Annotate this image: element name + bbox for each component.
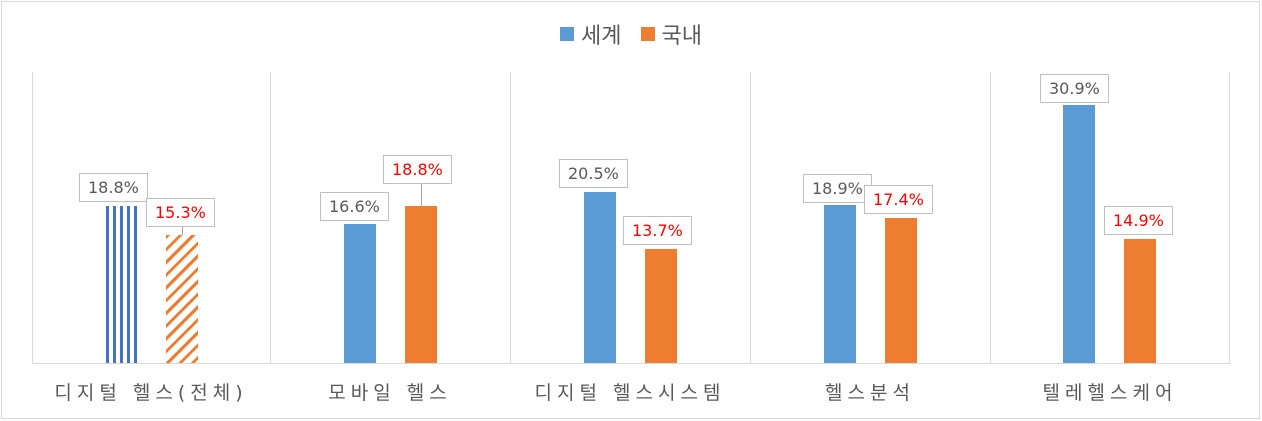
data-label-domestic: 13.7%	[623, 216, 692, 245]
data-label-world: 30.9%	[1040, 74, 1109, 103]
category-divider	[990, 72, 991, 363]
data-label-world: 18.8%	[79, 173, 148, 202]
data-label-domestic: 14.9%	[1104, 206, 1173, 235]
bar-world-digital-health-total[interactable]	[106, 206, 138, 363]
category-divider	[510, 72, 511, 363]
legend-label-world: 세계	[581, 24, 622, 49]
leader-line	[182, 222, 183, 235]
x-axis-label: 헬스분석	[825, 382, 915, 404]
plot-left-edge	[32, 72, 33, 363]
legend-item-domestic[interactable]: 국내	[640, 18, 702, 50]
bar-domestic-digital-health-system[interactable]	[645, 249, 677, 363]
data-label-domestic: 15.3%	[146, 198, 215, 227]
data-label-domestic: 17.4%	[864, 185, 933, 214]
legend-label-domestic: 국내	[661, 24, 702, 49]
data-label-world: 20.5%	[559, 159, 628, 188]
bar-world-health-analytics[interactable]	[824, 205, 856, 363]
legend-swatch-domestic	[640, 27, 655, 41]
bar-world-digital-health-system[interactable]	[584, 192, 616, 363]
bar-domestic-digital-health-total[interactable]	[166, 235, 198, 363]
x-axis-label: 디지털 헬스(전체)	[54, 382, 248, 404]
x-axis-label: 모바일 헬스	[328, 382, 452, 404]
legend-item-world[interactable]: 세계	[560, 18, 622, 50]
plot-area	[32, 72, 1230, 364]
category-divider	[270, 72, 271, 363]
data-label-domestic: 18.8%	[383, 155, 452, 184]
bar-world-mobile-health[interactable]	[344, 224, 376, 363]
data-label-world: 18.9%	[803, 174, 872, 203]
chart-legend: 세계 국내	[0, 18, 1262, 50]
leader-line	[421, 182, 422, 207]
x-axis-label: 디지털 헬스시스템	[534, 382, 726, 404]
plot-right-edge	[1229, 72, 1230, 363]
legend-swatch-world	[560, 27, 575, 41]
x-axis-label: 텔레헬스케어	[1042, 382, 1178, 404]
bar-domestic-mobile-health[interactable]	[405, 206, 437, 363]
bar-domestic-health-analytics[interactable]	[885, 218, 917, 363]
category-divider	[750, 72, 751, 363]
bar-domestic-telehealthcare[interactable]	[1124, 239, 1156, 363]
bar-world-telehealthcare[interactable]	[1063, 105, 1095, 363]
data-label-world: 16.6%	[320, 192, 389, 221]
